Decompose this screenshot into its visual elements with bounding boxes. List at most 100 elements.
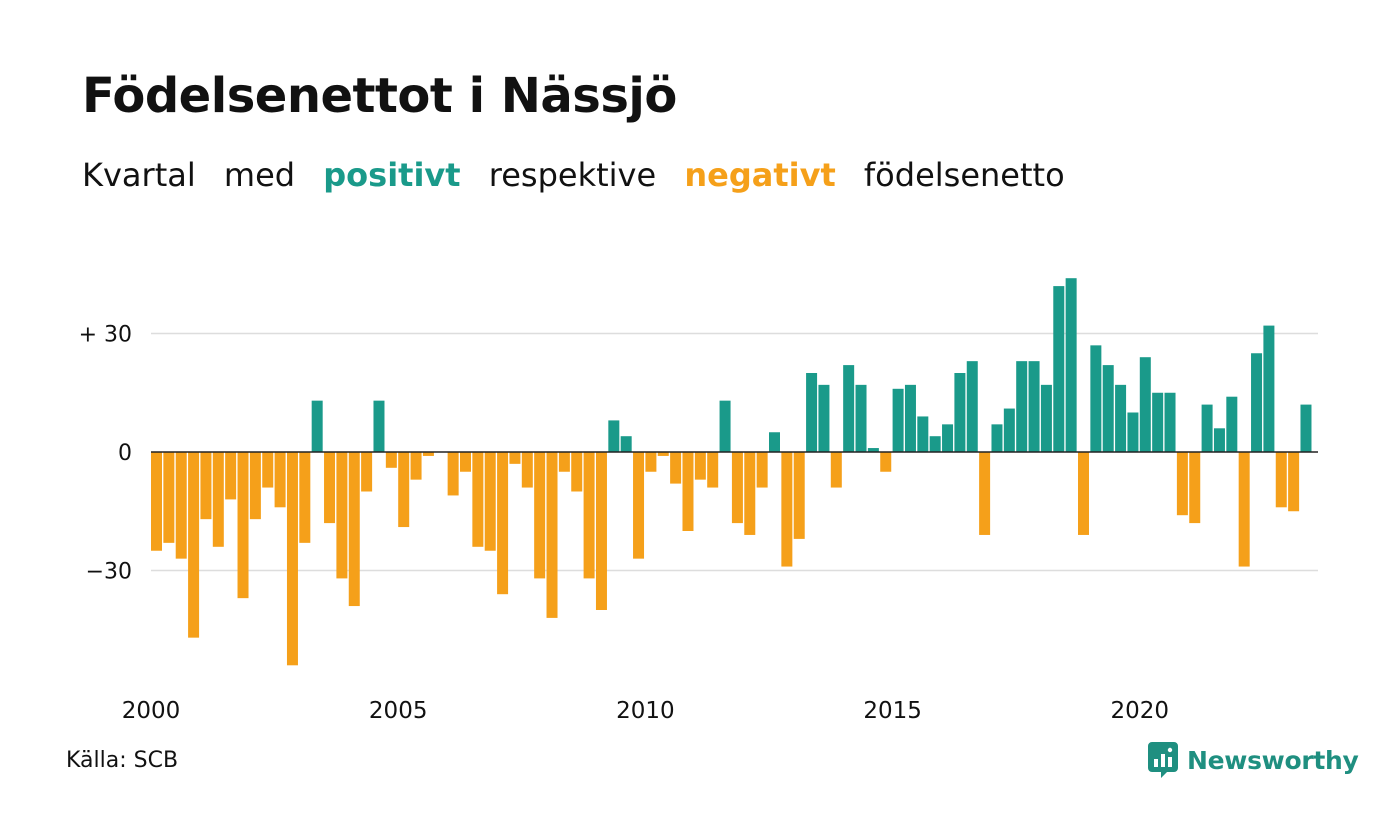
bar bbox=[546, 452, 558, 618]
bar bbox=[719, 400, 731, 452]
bar bbox=[657, 452, 669, 456]
bar bbox=[311, 400, 323, 452]
bar bbox=[1078, 452, 1089, 535]
bar bbox=[175, 452, 187, 559]
bar bbox=[806, 373, 818, 452]
bar bbox=[1288, 452, 1300, 512]
bar bbox=[670, 452, 682, 484]
bar bbox=[1213, 428, 1225, 452]
bar bbox=[410, 452, 422, 480]
bar bbox=[472, 452, 484, 547]
newsworthy-chart-bubble-icon bbox=[1148, 742, 1178, 778]
bar bbox=[188, 452, 200, 638]
x-tick-label: 2015 bbox=[863, 698, 922, 724]
bar bbox=[979, 452, 991, 535]
bar bbox=[460, 452, 471, 472]
chart-subtitle: Kvartal med positivt respektive negativt… bbox=[82, 156, 1083, 194]
bar bbox=[249, 452, 261, 520]
bar bbox=[781, 452, 793, 567]
bar bbox=[793, 452, 805, 539]
bar bbox=[1164, 392, 1176, 452]
bar bbox=[484, 452, 496, 551]
subtitle-positive-label: positivt bbox=[323, 156, 461, 194]
bar bbox=[867, 448, 879, 452]
bar bbox=[1176, 452, 1188, 516]
bar bbox=[286, 452, 298, 666]
brand-name: Newsworthy bbox=[1187, 745, 1359, 775]
bar bbox=[1201, 404, 1213, 452]
bar bbox=[1090, 345, 1102, 452]
bar bbox=[447, 452, 459, 496]
bar bbox=[1152, 392, 1164, 452]
bar bbox=[558, 452, 570, 472]
subtitle-negative-label: negativt bbox=[684, 156, 836, 194]
y-tick-label: + 30 bbox=[79, 323, 132, 348]
x-tick-label: 2005 bbox=[369, 698, 428, 724]
bar bbox=[707, 452, 719, 488]
bar bbox=[361, 452, 373, 492]
bar bbox=[1238, 452, 1250, 567]
bar bbox=[595, 452, 607, 610]
bar bbox=[682, 452, 694, 531]
bar bbox=[348, 452, 360, 607]
bar bbox=[1251, 353, 1263, 452]
bar bbox=[1003, 408, 1015, 452]
bar bbox=[151, 452, 162, 551]
bar bbox=[1189, 452, 1201, 524]
bar bbox=[225, 452, 237, 500]
bar bbox=[163, 452, 175, 543]
bar bbox=[274, 452, 286, 508]
bar bbox=[756, 452, 768, 488]
bar bbox=[324, 452, 336, 524]
bar bbox=[645, 452, 657, 472]
bar bbox=[534, 452, 546, 579]
bar bbox=[212, 452, 224, 547]
bar bbox=[200, 452, 212, 520]
bar bbox=[1065, 278, 1077, 452]
subtitle-word: respektive bbox=[488, 156, 657, 194]
bar bbox=[929, 436, 941, 452]
chart-title: Födelsenettot i Nässjö bbox=[82, 68, 677, 124]
bar bbox=[744, 452, 756, 535]
bar bbox=[942, 424, 954, 452]
bar bbox=[1028, 361, 1040, 452]
bar bbox=[1053, 286, 1065, 452]
bar bbox=[608, 420, 620, 452]
bar bbox=[373, 400, 385, 452]
bar bbox=[1115, 384, 1127, 452]
bar bbox=[620, 436, 632, 452]
y-tick-label: −30 bbox=[86, 560, 132, 585]
bar bbox=[731, 452, 743, 524]
bar bbox=[855, 384, 867, 452]
subtitle-word: födelsenetto bbox=[863, 156, 1065, 194]
bar bbox=[1127, 412, 1139, 452]
bar bbox=[336, 452, 348, 579]
bar bbox=[521, 452, 533, 488]
x-tick-label: 2010 bbox=[616, 698, 675, 724]
bar bbox=[917, 416, 929, 452]
bar bbox=[422, 452, 434, 456]
subtitle-word: med bbox=[223, 156, 296, 194]
bar bbox=[904, 384, 916, 452]
bar bbox=[818, 384, 830, 452]
bar bbox=[1040, 384, 1052, 452]
bar bbox=[583, 452, 595, 579]
y-tick-label: 0 bbox=[118, 441, 132, 466]
bar bbox=[1263, 325, 1275, 452]
bar bbox=[1226, 396, 1238, 452]
bar bbox=[966, 361, 978, 452]
bar bbox=[1275, 452, 1287, 508]
bar bbox=[1139, 357, 1151, 452]
bar bbox=[299, 452, 311, 543]
subtitle-word: Kvartal bbox=[82, 156, 196, 194]
bar bbox=[694, 452, 706, 480]
bar bbox=[769, 432, 780, 452]
brand-logo: Newsworthy bbox=[1148, 742, 1359, 778]
bar bbox=[1016, 361, 1028, 452]
bar bbox=[398, 452, 410, 528]
bar bbox=[497, 452, 509, 595]
bar bbox=[892, 388, 904, 452]
source-note: Källa: SCB bbox=[66, 748, 179, 773]
x-tick-label: 2000 bbox=[122, 698, 181, 724]
x-tick-label: 2020 bbox=[1111, 698, 1170, 724]
